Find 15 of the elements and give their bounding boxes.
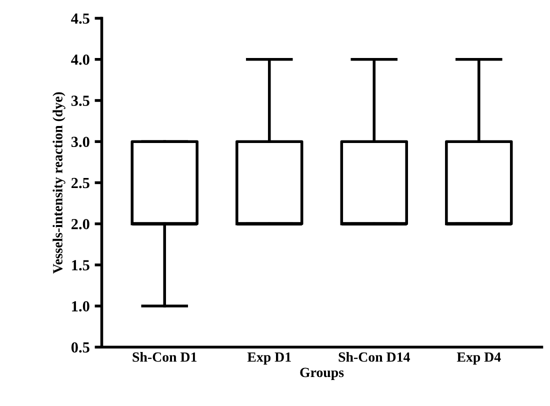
x-tick-label: Sh-Con D14	[338, 352, 410, 362]
y-tick-label: 4.0	[71, 54, 90, 65]
y-tick-label: 2.0	[71, 218, 90, 230]
y-tick-label: 3.5	[71, 96, 90, 106]
y-tick-label: 2.5	[71, 178, 90, 188]
x-tick-label: Exp D4	[456, 352, 501, 365]
y-tick-label: 1.0	[72, 301, 90, 312]
x-tick-label: Exp D1	[247, 352, 291, 365]
x-tick-label: Sh-Con D1	[132, 352, 196, 362]
y-tick-label: 4.5	[71, 14, 90, 24]
x-axis-title: Groups	[300, 368, 344, 380]
y-tick-label: 1.5	[72, 260, 90, 270]
y-tick-label: 3.0	[71, 136, 90, 148]
y-tick-label: 0.5	[71, 342, 90, 353]
y-axis-title: Vessels-intensity reaction (dye)	[52, 92, 66, 274]
